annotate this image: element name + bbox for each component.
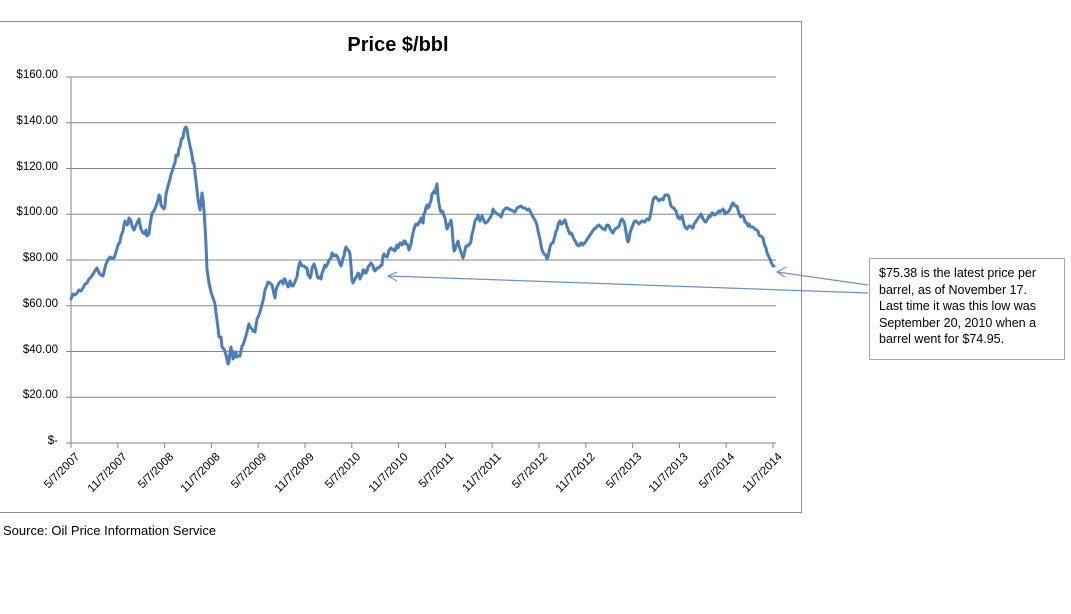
- chart-frame: [0, 21, 802, 513]
- annotation-callout: $75.38 is the latest price per barrel, a…: [869, 258, 1065, 360]
- source-note: Source: Oil Price Information Service: [3, 523, 217, 538]
- y-tick-label: $40.00: [22, 343, 58, 356]
- annotation-line: Last time it was this low was: [879, 299, 1036, 313]
- y-tick-label: $160.00: [16, 69, 58, 81]
- y-tick-label: $80.00: [22, 252, 58, 264]
- y-tick-label: $20.00: [22, 389, 58, 402]
- y-tick-label: $140.00: [16, 114, 58, 127]
- annotation-line: September 20, 2010 when a: [879, 315, 1037, 330]
- axes: [70, 77, 774, 448]
- annotation-line: barrel, as of November 17.: [879, 282, 1027, 297]
- chart-title: Price $/bbl: [347, 34, 449, 56]
- y-tick-label: $60.00: [22, 297, 58, 310]
- gridlines: [66, 76, 776, 444]
- price-line: [69, 125, 776, 366]
- y-tick-label: $120.00: [16, 160, 58, 173]
- y-tick-label: $-: [47, 435, 58, 447]
- annotation-line: barrel went for $74.95.: [879, 332, 1005, 346]
- y-tick-label: $100.00: [16, 206, 58, 219]
- annotation-line: $75.38 is the latest price per: [879, 266, 1037, 280]
- annotation-arrows: [386, 266, 869, 294]
